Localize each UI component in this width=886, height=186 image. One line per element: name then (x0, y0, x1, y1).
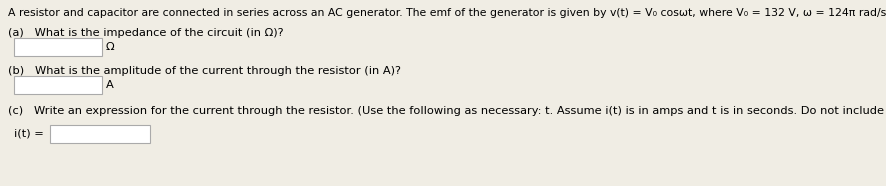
Text: (c)   Write an expression for the current through the resistor. (Use the followi: (c) Write an expression for the current … (8, 106, 886, 116)
Text: A resistor and capacitor are connected in series across an AC generator. The emf: A resistor and capacitor are connected i… (8, 8, 886, 18)
Text: A: A (106, 80, 113, 90)
FancyBboxPatch shape (14, 38, 102, 56)
FancyBboxPatch shape (14, 76, 102, 94)
Text: (a)   What is the impedance of the circuit (in Ω)?: (a) What is the impedance of the circuit… (8, 28, 284, 38)
Text: (b)   What is the amplitude of the current through the resistor (in A)?: (b) What is the amplitude of the current… (8, 66, 401, 76)
Text: i(t) =: i(t) = (14, 129, 43, 139)
FancyBboxPatch shape (50, 125, 150, 143)
Text: Ω: Ω (106, 42, 114, 52)
